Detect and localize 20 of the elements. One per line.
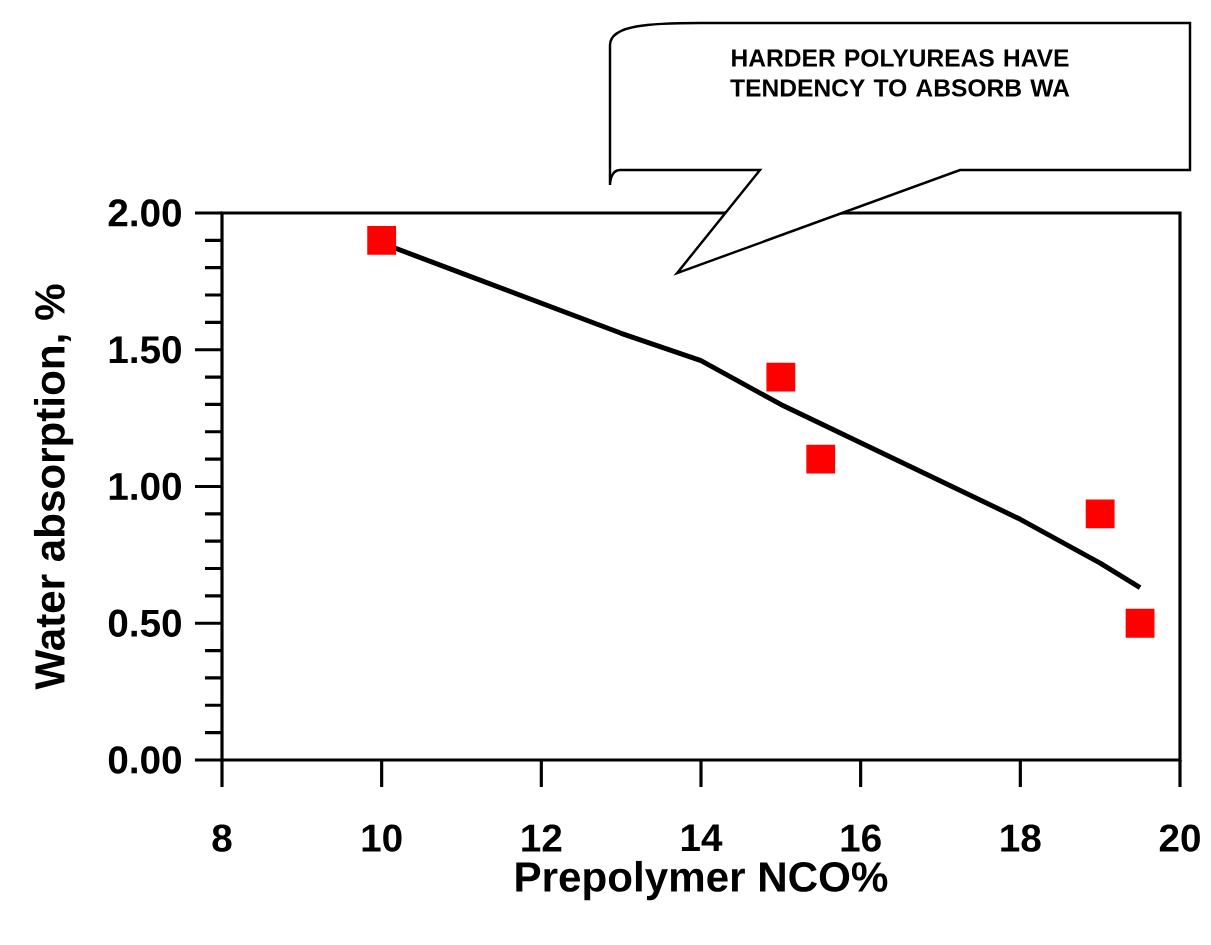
text: HARDER POLYUREAS HAVE TENDENCY TO ABSORB WA xyxy=(730,49,1070,97)
x-tick-label: 14 xyxy=(681,824,723,851)
point xyxy=(806,444,836,474)
point xyxy=(1085,499,1115,529)
x-axis-title: Prepolymer NCO% xyxy=(516,860,888,901)
x-tick-label: 18 xyxy=(1001,824,1041,852)
point xyxy=(367,225,397,255)
x-tick-label: 16 xyxy=(841,824,881,852)
y-tick-label: 1.00 xyxy=(109,472,181,501)
x-tick-label: 20 xyxy=(1159,824,1200,852)
y-tick-label: 0.00 xyxy=(108,746,181,774)
y-tick-label: 0.50 xyxy=(108,609,181,637)
point xyxy=(766,362,796,392)
x-tick-label: 12 xyxy=(522,824,562,852)
x-tick-label: 10 xyxy=(362,824,402,852)
x-tick-label: 8 xyxy=(212,824,232,852)
y-tick-label: 2.00 xyxy=(108,199,181,227)
y-tick-label: 1.50 xyxy=(109,336,181,364)
point xyxy=(1125,608,1155,638)
y-axis-title: Water absorption, % xyxy=(33,284,74,690)
